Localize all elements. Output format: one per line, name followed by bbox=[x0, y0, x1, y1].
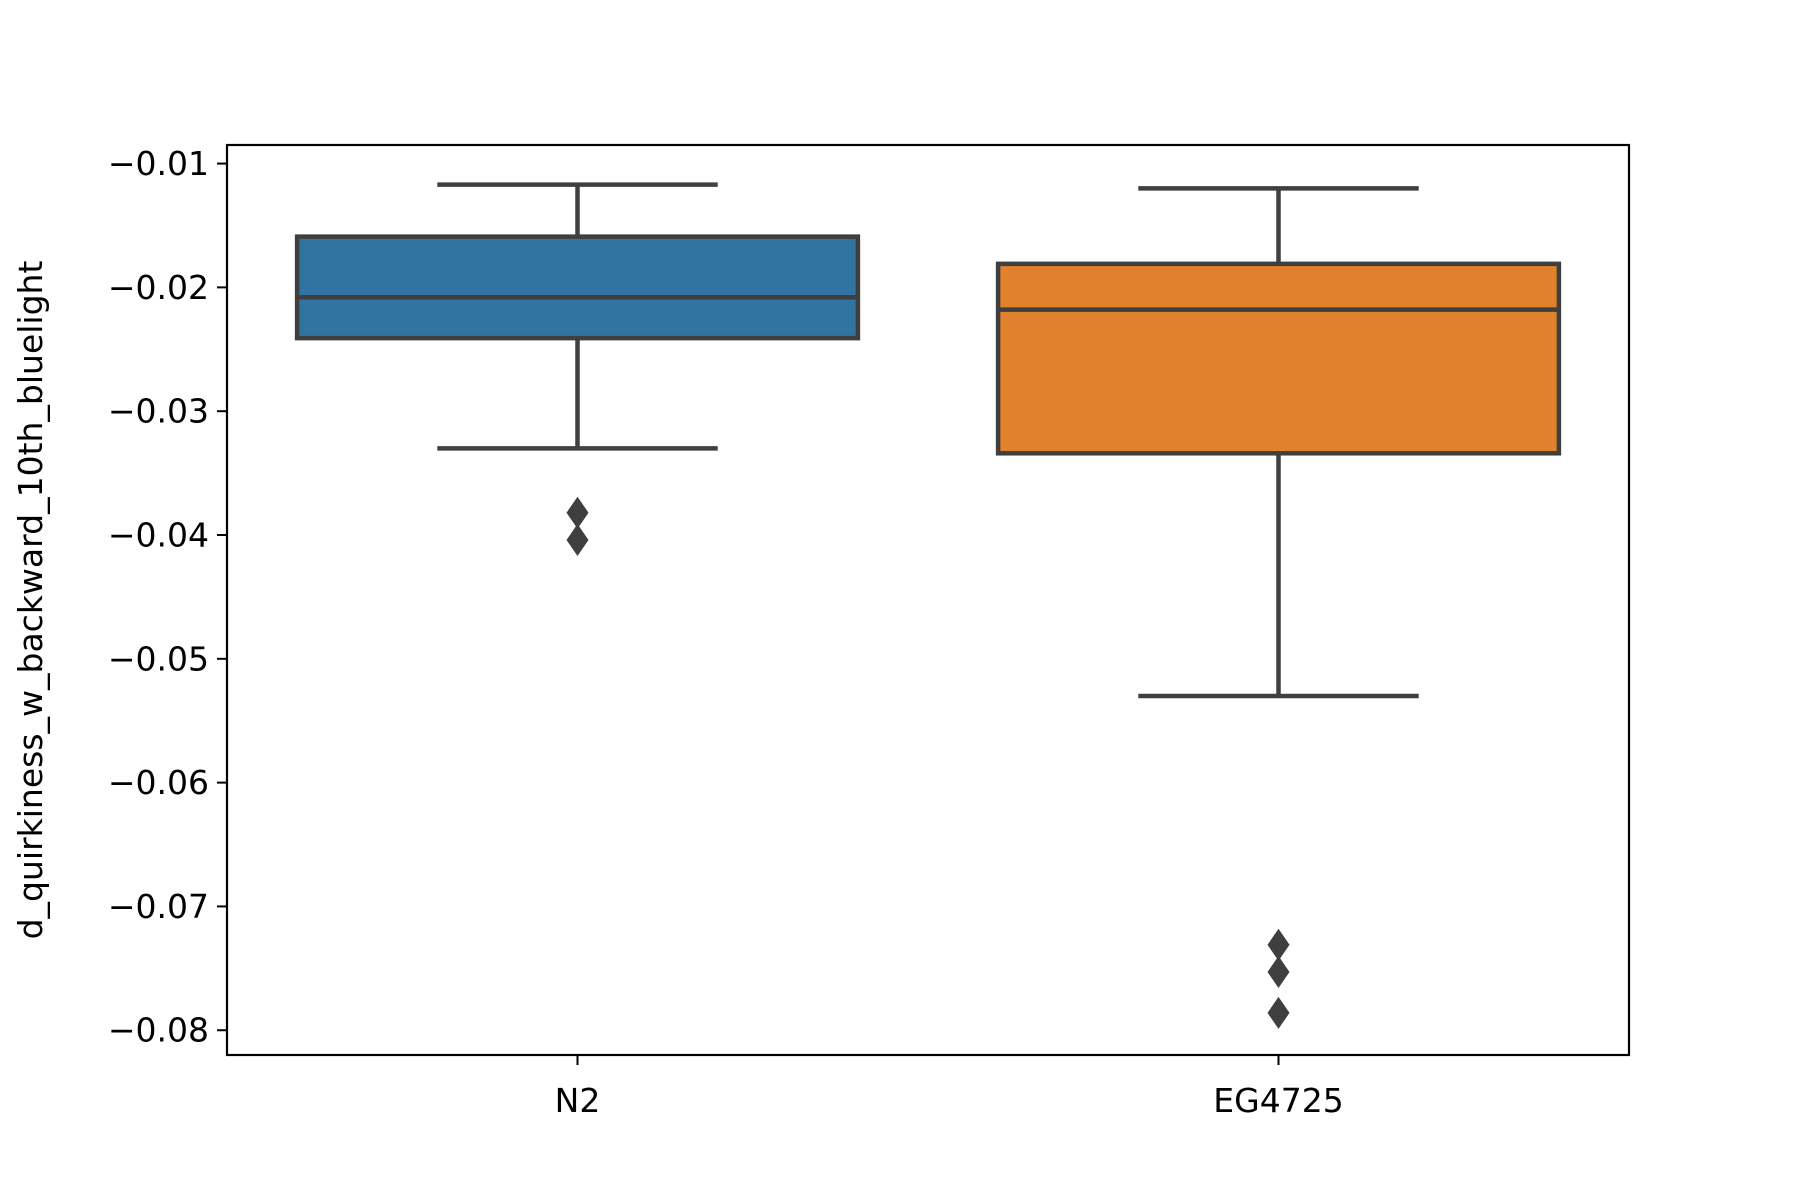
y-tick-label: −0.04 bbox=[108, 516, 209, 555]
x-axis: N2 EG4725 bbox=[555, 1055, 1344, 1120]
x-tick-label: EG4725 bbox=[1213, 1081, 1343, 1120]
plot-frame bbox=[225, 143, 1631, 1057]
box-iqr bbox=[294, 234, 861, 341]
y-axis-label: d_quirkiness_w_backward_10th_bluelight bbox=[11, 261, 50, 940]
x-tick-label: N2 bbox=[555, 1081, 601, 1120]
y-tick-label: −0.05 bbox=[108, 639, 209, 678]
y-tick-label: −0.03 bbox=[108, 392, 209, 431]
boxes-layer bbox=[294, 182, 1562, 1029]
outlier-point bbox=[1267, 996, 1290, 1029]
y-tick-label: −0.08 bbox=[108, 1011, 209, 1050]
box-group-eg4725 bbox=[995, 186, 1562, 1029]
y-tick-label: −0.02 bbox=[108, 268, 209, 307]
y-axis: −0.01 −0.02 −0.03 −0.04 −0.05 −0.06 −0.07 −0.08 bbox=[108, 144, 227, 1050]
y-tick-label: −0.06 bbox=[108, 763, 209, 802]
outlier-point bbox=[566, 523, 589, 556]
y-tick-label: −0.01 bbox=[108, 144, 209, 183]
box-group-n2 bbox=[294, 182, 861, 556]
box-iqr bbox=[995, 261, 1562, 456]
y-tick-label: −0.07 bbox=[108, 887, 209, 926]
outlier-point bbox=[1267, 956, 1290, 989]
outlier-point bbox=[1267, 928, 1290, 961]
outlier-point bbox=[566, 496, 589, 529]
